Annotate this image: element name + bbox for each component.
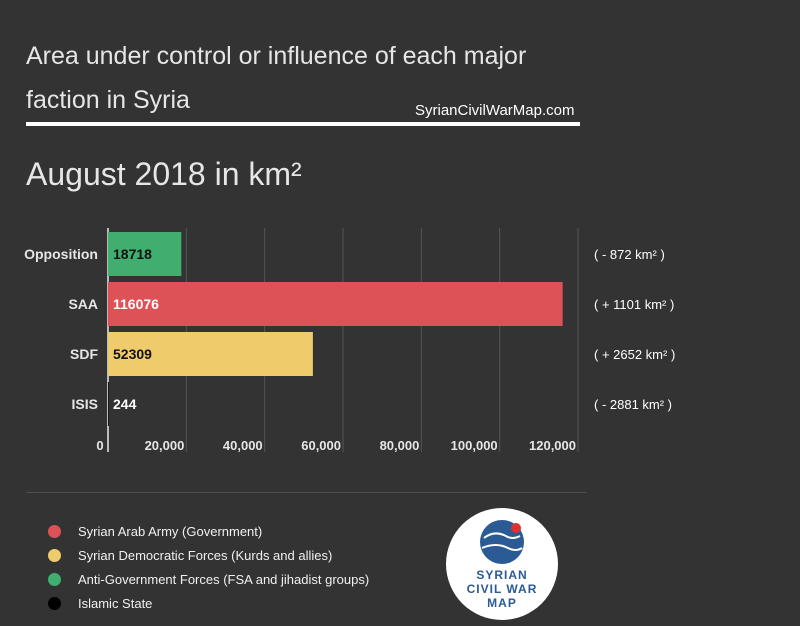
category-label: Opposition <box>24 246 98 262</box>
globe-icon <box>480 520 524 564</box>
bar-value-label: 116076 <box>113 296 159 312</box>
category-label: SAA <box>68 296 98 312</box>
bar-value-label: 18718 <box>113 246 152 262</box>
legend-label: Islamic State <box>78 596 153 611</box>
legend-label: Syrian Arab Army (Government) <box>78 524 263 539</box>
x-tick-label: 120,000 <box>529 438 576 453</box>
legend-label: Syrian Democratic Forces (Kurds and alli… <box>78 548 333 563</box>
legend-label: Anti-Government Forces (FSA and jihadist… <box>78 572 370 587</box>
x-tick-label: 60,000 <box>301 438 341 453</box>
bar <box>108 232 182 276</box>
logo-text-line1: SYRIAN <box>476 568 528 582</box>
logo-text-line2: CIVIL WAR <box>466 582 538 596</box>
x-tick-label: 100,000 <box>451 438 498 453</box>
bar-chart: 0 20,000 40,000 60,000 80,000 100,000 120,000 O… <box>24 228 675 453</box>
bar-value-label: 52309 <box>113 346 152 362</box>
title-underline <box>26 122 580 126</box>
legend-dot <box>48 525 61 538</box>
bar <box>108 282 563 326</box>
legend-dot <box>48 573 61 586</box>
syrian-civil-war-map-logo: SYRIAN CIVIL WAR MAP <box>446 508 558 620</box>
change-annotation: ( + 1101 km² ) <box>594 297 674 312</box>
x-tick-label: 40,000 <box>223 438 263 453</box>
x-tick-label: 80,000 <box>380 438 420 453</box>
chart-subtitle: August 2018 in km² <box>26 156 302 192</box>
change-annotation: ( + 2652 km² ) <box>594 347 675 362</box>
bar <box>108 382 109 426</box>
change-annotation: ( - 2881 km² ) <box>594 397 672 412</box>
logo-text-line3: MAP <box>487 596 517 610</box>
change-annotation: ( - 872 km² ) <box>594 247 665 262</box>
legend-dot <box>48 549 61 562</box>
chart-title: Area under control or influence of each … <box>26 42 527 114</box>
source-label: SyrianCivilWarMap.com <box>415 102 575 119</box>
category-label: SDF <box>70 346 98 362</box>
legend-dot <box>48 597 61 610</box>
legend-divider <box>26 492 586 493</box>
bar-value-label: 244 <box>113 396 137 412</box>
x-tick-label: 0 <box>96 438 103 453</box>
category-label: ISIS <box>72 396 98 412</box>
bar <box>108 332 313 376</box>
x-tick-label: 20,000 <box>145 438 185 453</box>
